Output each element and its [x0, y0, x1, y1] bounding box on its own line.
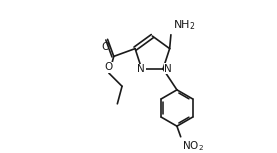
Text: NO$_2$: NO$_2$ — [183, 139, 204, 153]
Text: O: O — [101, 42, 110, 52]
Text: N: N — [137, 64, 145, 74]
Text: NH$_2$: NH$_2$ — [173, 18, 196, 32]
Text: N: N — [164, 64, 172, 74]
Text: O: O — [105, 62, 113, 72]
